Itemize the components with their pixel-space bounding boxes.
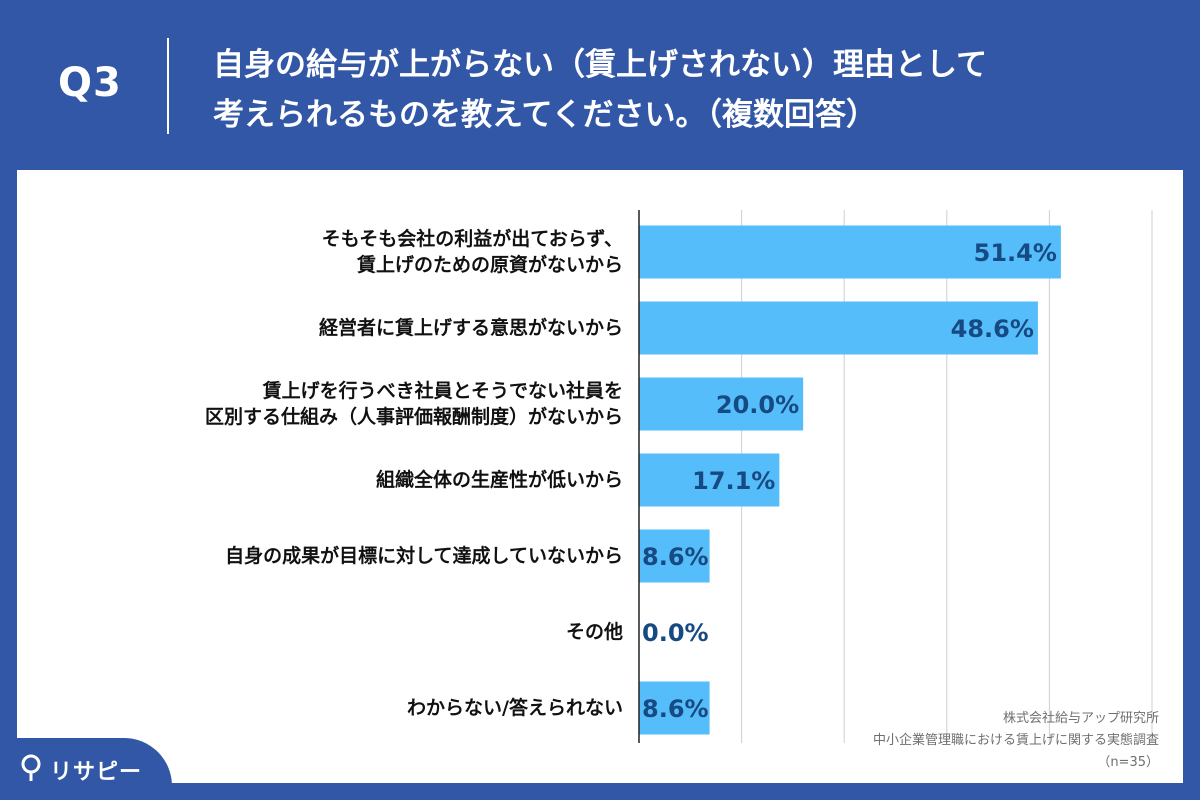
bar <box>639 681 710 735</box>
bar <box>639 529 710 583</box>
source-company: 株式会社給与アップ研究所 <box>1002 711 1159 726</box>
data-label: 8.6% <box>642 543 709 571</box>
data-label: 20.0% <box>716 391 799 419</box>
question-line-2: 考えられるものを教えてください。（複数回答） <box>213 97 878 133</box>
brand-name: リサピー <box>50 760 143 785</box>
chart-panel: 51.4% 48.6% 20.0% 17.1% 8.6% 0.0% 8.6% そもそも会社の… <box>17 170 1183 783</box>
category-label-line: 賃上げのための原資がないから <box>356 254 623 276</box>
bar <box>639 301 1038 355</box>
category-label: わからない/答えられない <box>407 695 623 721</box>
brand-logo: リサピー <box>0 738 172 800</box>
category-label: その他 <box>566 619 623 645</box>
data-label: 48.6% <box>951 315 1034 343</box>
bar <box>639 377 804 431</box>
category-label-line: 賃上げを行うべき社員とそうでない社員を <box>262 380 623 402</box>
category-label: 自身の成果が目標に対して達成していないから <box>225 543 623 569</box>
source-note: 株式会社給与アップ研究所 中小企業管理職における賃上げに関する実態調査 （n=3… <box>873 708 1159 774</box>
category-label: 経営者に賃上げする意思がないから <box>319 315 623 341</box>
data-label: 8.6% <box>642 695 709 723</box>
bar <box>639 225 1061 279</box>
source-survey: 中小企業管理職における賃上げに関する実態調査 <box>872 733 1159 748</box>
data-label: 51.4% <box>974 239 1057 267</box>
question-title: 自身の給与が上がらない（賃上げされない）理由として 考えられるものを教えてくださ… <box>213 40 1173 140</box>
question-number: Q3 <box>58 60 122 106</box>
header-divider <box>167 38 169 134</box>
header: Q3 自身の給与が上がらない（賃上げされない）理由として 考えられるものを教えて… <box>0 0 1200 170</box>
category-label-line: わからない/答えられない <box>407 697 623 719</box>
category-label-line: 組織全体の生産性が低いから <box>375 469 623 491</box>
category-label-line: 区別する仕組み（人事評価報酬制度）がないから <box>204 406 623 428</box>
question-line-1: 自身の給与が上がらない（賃上げされない）理由として <box>213 47 988 83</box>
category-label: そもそも会社の利益が出ておらず、賃上げのための原資がないから <box>322 226 623 278</box>
pin-icon <box>21 754 41 781</box>
data-label: 17.1% <box>692 467 775 495</box>
data-label: 0.0% <box>642 619 709 647</box>
bar-chart: 51.4% 48.6% 20.0% 17.1% 8.6% 0.0% 8.6% <box>638 210 1153 743</box>
category-label: 組織全体の生産性が低いから <box>376 467 623 493</box>
category-label-line: その他 <box>565 621 623 643</box>
source-sample-size: （n=35） <box>1097 755 1159 770</box>
category-label: 賃上げを行うべき社員とそうでない社員を区別する仕組み（人事評価報酬制度）がないか… <box>205 378 623 430</box>
category-label-line: そもそも会社の利益が出ておらず、 <box>321 228 623 250</box>
category-label-line: 自身の成果が目標に対して達成していないから <box>225 545 623 567</box>
category-label-line: 経営者に賃上げする意思がないから <box>318 317 623 339</box>
bar <box>639 453 780 507</box>
